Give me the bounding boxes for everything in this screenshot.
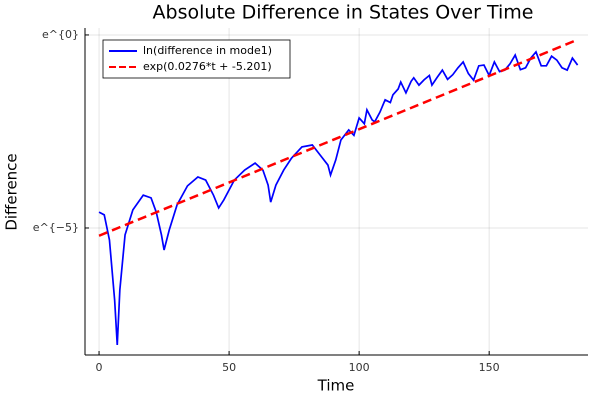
y-tick-label: e^{0} [42,28,79,41]
x-tick-label: 50 [222,361,236,374]
x-axis-label: Time [317,377,355,395]
y-axis-label: Difference [3,153,21,230]
series-line [98,50,579,346]
y-tick-label: e^{−5} [33,221,79,234]
x-tick-label: 150 [479,361,500,374]
legend-box [102,39,291,79]
chart-title: Absolute Difference in States Over Time [153,2,534,24]
series-line [98,38,579,237]
x-tick-label: 0 [96,361,103,374]
x-tick-label: 100 [349,361,370,374]
legend-label: exp(0.0276*t + -5.201) [143,60,272,73]
legend-label: ln(difference in mode1) [143,44,272,57]
